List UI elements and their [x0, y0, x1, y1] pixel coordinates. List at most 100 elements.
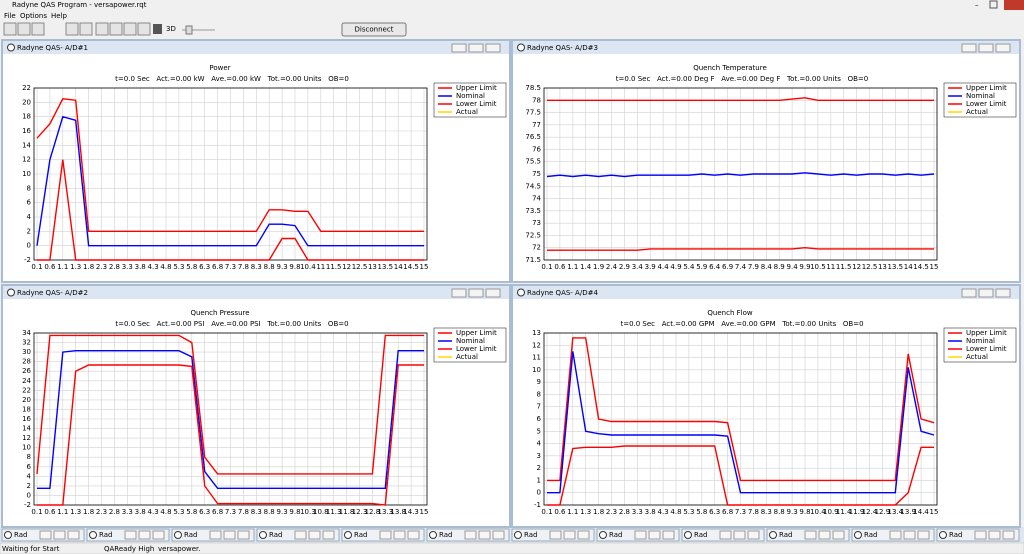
tab-button[interactable]: [889, 530, 902, 540]
window-icon: [517, 288, 525, 297]
tab-button[interactable]: [464, 530, 477, 540]
menu-options[interactable]: Options: [20, 12, 47, 20]
child-button[interactable]: [961, 43, 977, 53]
tool-button[interactable]: [31, 22, 45, 36]
child-button[interactable]: [978, 288, 994, 298]
x-tick-label: 1.8: [83, 508, 94, 516]
x-tick-label: 13.9: [900, 508, 916, 516]
tab-button[interactable]: [492, 530, 505, 540]
y-tick-label: 1: [537, 476, 541, 484]
y-tick-label: 14: [22, 425, 31, 433]
tool-button[interactable]: [95, 22, 109, 36]
menu-help[interactable]: Help: [51, 12, 68, 20]
tab-button[interactable]: [563, 530, 576, 540]
tab-button[interactable]: [393, 530, 406, 540]
tab-button[interactable]: [917, 530, 930, 540]
child-button[interactable]: [485, 43, 501, 53]
tab-button[interactable]: [804, 530, 817, 540]
y-tick-label: 6: [27, 463, 32, 471]
minimized-title: Rad: [949, 531, 962, 539]
child-button[interactable]: [451, 288, 467, 298]
x-tick-label: 4.3: [658, 508, 669, 516]
disconnect-button[interactable]: [341, 22, 407, 37]
maximize[interactable]: [989, 0, 998, 9]
slider-thumb[interactable]: [185, 25, 193, 35]
tool-button[interactable]: [123, 22, 137, 36]
x-tick-label: 12.9: [875, 508, 891, 516]
tab-button[interactable]: [903, 530, 916, 540]
child-button[interactable]: [451, 43, 467, 53]
x-tick-label: 1.8: [593, 508, 604, 516]
child-button[interactable]: [961, 288, 977, 298]
x-tick-label: 3.3: [122, 508, 133, 516]
tab-button[interactable]: [209, 530, 222, 540]
y-tick-label: 77.5: [525, 109, 541, 117]
tab-button[interactable]: [832, 530, 845, 540]
x-tick-label: 11.9: [849, 508, 865, 516]
tab-button[interactable]: [308, 530, 321, 540]
window-controls[interactable]: –: [975, 0, 1024, 10]
window-icon: [344, 531, 352, 539]
tab-button[interactable]: [549, 530, 562, 540]
tab-button[interactable]: [53, 530, 66, 540]
x-tick-label: 0.6: [44, 263, 56, 271]
child-button[interactable]: [978, 43, 994, 53]
tab-button[interactable]: [152, 530, 165, 540]
window-icon: [7, 288, 15, 297]
tab-button[interactable]: [407, 530, 420, 540]
y-tick-label: 4: [27, 472, 32, 480]
plot-frame: [33, 332, 428, 506]
x-tick-label: 5.9: [696, 263, 707, 271]
disconnect-label[interactable]: Disconnect: [355, 26, 394, 34]
x-tick-label: 6.8: [212, 263, 223, 271]
tab-button[interactable]: [67, 530, 80, 540]
y-tick-label: 7: [537, 403, 541, 411]
tab-button[interactable]: [634, 530, 647, 540]
tab-button[interactable]: [39, 530, 52, 540]
legend-label: Actual: [966, 353, 988, 361]
tool-button[interactable]: [79, 22, 93, 36]
tab-button[interactable]: [719, 530, 732, 540]
tab-button[interactable]: [648, 530, 661, 540]
tab-button[interactable]: [988, 530, 1001, 540]
tab-button[interactable]: [1002, 530, 1015, 540]
y-tick-label: 14: [22, 141, 31, 149]
tab-button[interactable]: [747, 530, 760, 540]
minimize[interactable]: –: [975, 1, 979, 9]
tab-button[interactable]: [733, 530, 746, 540]
tool-button[interactable]: [109, 22, 123, 36]
tab-button[interactable]: [974, 530, 987, 540]
child-button[interactable]: [995, 288, 1011, 298]
child-button[interactable]: [468, 43, 484, 53]
close[interactable]: [1004, 0, 1024, 10]
legend-label: Actual: [456, 353, 478, 361]
menu-file[interactable]: File: [4, 12, 16, 20]
tab-button[interactable]: [322, 530, 335, 540]
tab-button[interactable]: [294, 530, 307, 540]
tab-button[interactable]: [577, 530, 590, 540]
y-tick-label: 78: [532, 96, 541, 104]
child-button[interactable]: [485, 288, 501, 298]
tab-button[interactable]: [124, 530, 137, 540]
child-button[interactable]: [468, 288, 484, 298]
tool-button[interactable]: [137, 22, 151, 36]
tab-button[interactable]: [138, 530, 151, 540]
y-tick-label: 76: [532, 145, 541, 153]
tool-button[interactable]: [3, 22, 17, 36]
legend-box: [943, 82, 1017, 118]
y-tick-label: 0: [537, 489, 541, 497]
tab-button[interactable]: [662, 530, 675, 540]
tab-button[interactable]: [478, 530, 491, 540]
child-button[interactable]: [995, 43, 1011, 53]
lock-icon[interactable]: [153, 24, 162, 34]
tab-button[interactable]: [379, 530, 392, 540]
tab-button[interactable]: [818, 530, 831, 540]
tab-button[interactable]: [237, 530, 250, 540]
tool-button[interactable]: [17, 22, 31, 36]
tab-button[interactable]: [223, 530, 236, 540]
x-tick-label: 10.5: [810, 263, 826, 271]
y-tick-label: 20: [22, 396, 31, 404]
x-tick-label: 10.3: [300, 508, 316, 516]
tool-button[interactable]: [65, 22, 79, 36]
